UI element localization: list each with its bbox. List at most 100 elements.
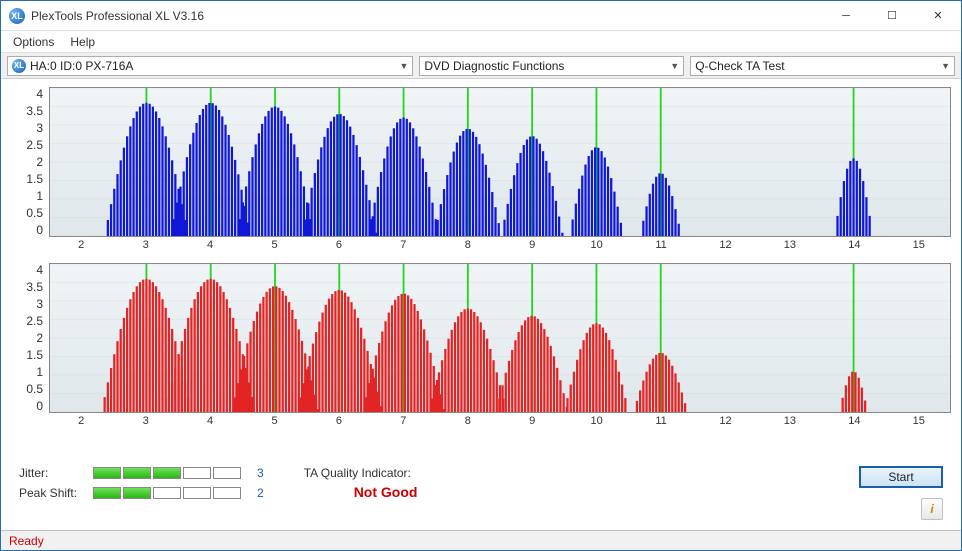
jitter-row: Jitter: 3 [19,466,264,480]
x-tick: 6 [336,239,342,251]
device-icon: XL [12,59,26,73]
maximize-button[interactable]: ☐ [869,1,915,31]
window-title: PlexTools Professional XL V3.16 [31,9,823,23]
x-tick: 2 [78,415,84,427]
jitter-value: 3 [257,466,264,480]
jitter-boxes [93,467,243,479]
peakshift-row: Peak Shift: 2 [19,486,264,500]
y-tick: 3.5 [26,280,43,294]
metric-box [213,467,241,479]
quality-label: TA Quality Indicator: [304,466,411,480]
menu-help[interactable]: Help [62,33,103,51]
y-tick: 2 [36,155,43,169]
info-button[interactable]: i [921,498,943,520]
x-tick: 9 [529,239,535,251]
x-tick: 10 [591,415,603,427]
metric-box [213,487,241,499]
bottom-panel: Jitter: 3 Peak Shift: 2 TA Quality Indic… [1,460,961,530]
x-tick: 6 [336,415,342,427]
y-tick: 0 [36,223,43,237]
y-tick: 1.5 [26,348,43,362]
x-tick: 13 [784,415,796,427]
top-chart-y-axis: 4 3.5 3 2.5 2 1.5 1 0.5 0 [11,87,49,237]
x-tick: 8 [465,415,471,427]
x-tick: 14 [848,239,860,251]
metric-box [153,467,181,479]
metric-box [123,487,151,499]
chevron-down-icon: ▼ [941,61,950,71]
metric-box [93,467,121,479]
y-tick: 3.5 [26,104,43,118]
chevron-down-icon: ▼ [399,61,408,71]
x-tick: 3 [143,415,149,427]
x-tick: 7 [400,239,406,251]
y-tick: 4 [36,87,43,101]
jitter-label: Jitter: [19,466,83,480]
x-tick: 8 [465,239,471,251]
category-select-text: DVD Diagnostic Functions [424,59,670,73]
device-select[interactable]: XL HA:0 ID:0 PX-716A ▼ [7,56,413,76]
test-select-text: Q-Check TA Test [695,59,941,73]
x-tick: 3 [143,239,149,251]
titlebar: XL PlexTools Professional XL V3.16 ─ ☐ ✕ [1,1,961,31]
y-tick: 0.5 [26,206,43,220]
chevron-down-icon: ▼ [670,61,679,71]
metric-box [183,487,211,499]
x-tick: 11 [655,415,666,427]
x-tick: 15 [913,239,925,251]
x-tick: 2 [78,239,84,251]
metric-box [123,467,151,479]
x-tick: 4 [207,239,213,251]
peakshift-value: 2 [257,486,264,500]
metrics: Jitter: 3 Peak Shift: 2 [19,466,264,500]
x-tick: 5 [271,239,277,251]
y-tick: 1 [36,365,43,379]
quality-indicator: TA Quality Indicator: Not Good [304,466,418,500]
info-icon: i [930,502,933,516]
menu-options[interactable]: Options [5,33,62,51]
y-tick: 0 [36,399,43,413]
quality-value: Not Good [354,484,418,500]
minimize-button[interactable]: ─ [823,1,869,31]
category-select[interactable]: DVD Diagnostic Functions ▼ [419,56,684,76]
toolbar: XL HA:0 ID:0 PX-716A ▼ DVD Diagnostic Fu… [1,53,961,79]
x-tick: 5 [271,415,277,427]
start-button[interactable]: Start [859,466,943,488]
y-tick: 1.5 [26,172,43,186]
y-tick: 2.5 [26,138,43,152]
x-tick: 13 [784,239,796,251]
top-chart-plot [49,87,951,237]
x-tick: 12 [719,415,731,427]
y-tick: 3 [36,121,43,135]
top-chart-container: 4 3.5 3 2.5 2 1.5 1 0.5 0 2 3 4 5 6 7 8 9 10 11 12 13 14 15 [11,87,951,253]
x-tick: 9 [529,415,535,427]
device-select-text: HA:0 ID:0 PX-716A [30,59,399,73]
x-tick: 15 [913,415,925,427]
peakshift-label: Peak Shift: [19,486,83,500]
menubar: Options Help [1,31,961,53]
chart-area: 43.532.521.510.50 23456789101112131415 4… [1,79,961,460]
metric-box [183,467,211,479]
status-text: Ready [9,534,44,548]
x-tick: 12 [719,239,731,251]
metric-box [93,487,121,499]
test-select[interactable]: Q-Check TA Test ▼ [690,56,955,76]
bottom-chart-y-axis: 43.532.521.510.50 [11,263,49,413]
y-tick: 3 [36,297,43,311]
x-tick: 7 [400,415,406,427]
x-tick: 10 [591,239,603,251]
x-tick: 4 [207,415,213,427]
bottom-chart-x-axis: 2 3 4 5 6 7 8 9 10 11 12 13 14 15 [49,415,951,429]
bottom-chart-container: 43.532.521.510.50 23456789101112131415 [11,263,951,429]
peakshift-boxes [93,487,243,499]
top-chart-x-axis: 2 3 4 5 6 7 8 9 10 11 12 13 14 15 [49,239,951,253]
y-tick: 0.5 [26,382,43,396]
close-button[interactable]: ✕ [915,1,961,31]
metric-box [153,487,181,499]
y-tick: 1 [36,189,43,203]
bottom-chart-plot [49,263,951,413]
x-tick: 14 [848,415,860,427]
app-icon: XL [9,8,25,24]
x-tick: 11 [655,239,666,251]
statusbar: Ready [1,530,961,550]
